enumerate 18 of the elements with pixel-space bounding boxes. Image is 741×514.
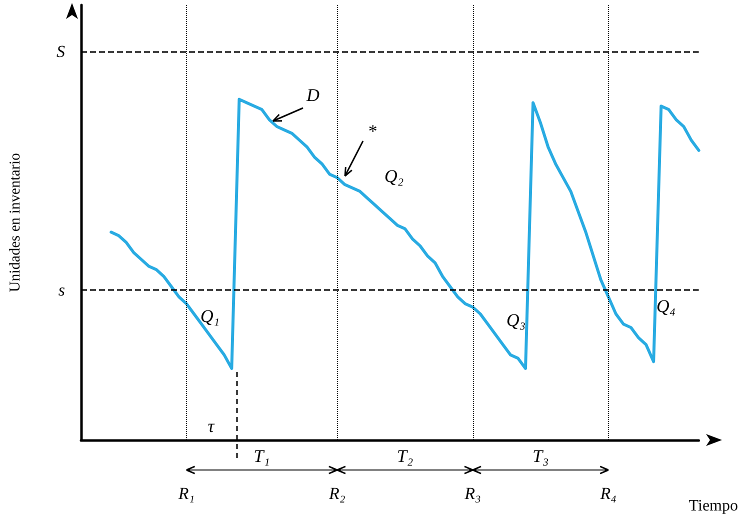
annotation: Q₂ [384, 166, 404, 186]
text: T₂ [396, 446, 414, 466]
annotation: Q₃ [506, 310, 526, 330]
x-tick-label: R₁ [177, 484, 195, 503]
x-tick-label: R₂ [328, 484, 346, 503]
annotation: Q₄ [656, 296, 676, 316]
x-tick-label: R₄ [599, 484, 617, 503]
y-axis-title: Unidades en inventario [8, 152, 24, 292]
annotation: Q₁ [200, 306, 220, 326]
annotation: * [368, 121, 376, 142]
ref-line-label: s [58, 280, 66, 300]
ref-line-label: S [56, 42, 66, 62]
x-tick-label: R₃ [464, 484, 482, 503]
x-axis-title: Tiempo [688, 498, 738, 514]
annotation: τ [208, 416, 215, 436]
text: T₁ [254, 446, 270, 466]
text: T₃ [532, 446, 549, 466]
annotation: D [306, 85, 320, 106]
